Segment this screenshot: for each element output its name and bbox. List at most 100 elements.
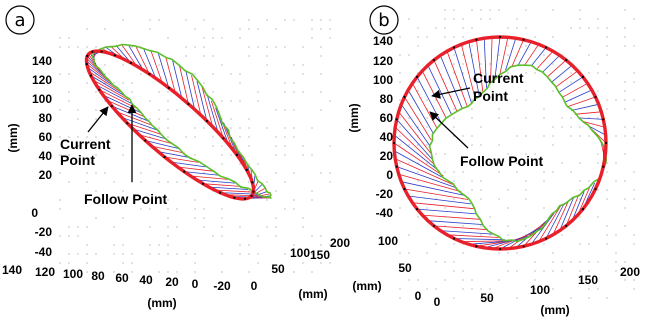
grid-dot [122,199,124,201]
panel-label: a [14,10,25,31]
grid-dot [167,253,169,255]
connection-line [407,89,434,135]
grid-dot [516,99,518,101]
grid-dot [426,99,428,101]
grid-dot [534,261,536,263]
grid-dot [480,144,482,146]
grid-dot [588,261,590,263]
grid-dot [435,27,437,29]
grid-dot [498,117,500,119]
grid-dot [561,117,563,119]
grid-dot [86,271,88,273]
connection-line [460,44,476,100]
grid-dot [194,100,196,102]
grid-dot [86,244,88,246]
grid-dot [59,262,61,264]
connection-line [422,214,480,220]
grid-dot [579,27,581,29]
connection-line [571,191,585,221]
grid-dot [525,27,527,29]
grid-dot [633,18,635,20]
grid-dot [426,207,428,209]
connection-line [145,140,179,149]
grid-dot [167,208,169,210]
grid-dot [104,172,106,174]
y-tick: 200 [330,236,350,250]
follow-point-path [428,64,608,243]
grid-dot [311,127,313,129]
grid-dot [275,235,277,237]
grid-dot [489,162,491,164]
grid-dot [212,55,214,57]
grid-dot [221,271,223,273]
grid-dot [149,244,151,246]
grid-dot [624,261,626,263]
grid-dot [86,181,88,183]
grid-dot [167,271,169,273]
grid-dot [498,54,500,56]
sample-marker [498,247,502,251]
grid-dot [579,135,581,137]
connection-line [138,134,173,145]
grid-dot [284,46,286,48]
grid-dot [498,162,500,164]
sample-marker [602,165,605,168]
connection-line [178,64,189,104]
grid-dot [498,198,500,200]
grid-dot [131,262,133,264]
grid-dot [480,297,482,299]
sample-marker [602,118,605,121]
grid-dot [453,270,455,272]
grid-dot [498,108,500,110]
grid-dot [176,226,178,228]
sample-marker [416,75,419,78]
grid-dot [203,19,205,21]
grid-dot [248,190,250,192]
annotation-follow-point: Follow Point [460,153,544,169]
grid-dot [597,216,599,218]
grid-dot [399,54,401,56]
y-tick: 0 [251,279,258,293]
connection-line [530,209,558,245]
grid-dot [588,270,590,272]
sample-marker [201,182,205,185]
grid-dot [624,180,626,182]
grid-dot [95,154,97,156]
grid-dot [167,199,169,201]
connection-line [433,225,489,231]
grid-dot [104,100,106,102]
grid-dot [311,271,313,273]
y-axis-label: (mm) [298,287,327,301]
grid-dot [158,253,160,255]
z-axis-label: (mm) [6,123,20,152]
sample-marker [432,224,435,227]
grid-dot [525,135,527,137]
grid-dot [633,135,635,137]
connection-line [433,59,458,112]
z-tick: 100 [32,92,52,106]
grid-dot [266,64,268,66]
grid-dot [311,199,313,201]
sample-marker [498,35,502,39]
grid-dot [167,100,169,102]
grid-dot [453,36,455,38]
x-tick: 40 [139,273,153,287]
grid-dot [480,90,482,92]
connection-line [206,93,219,133]
grid-dot [525,225,527,227]
grid-dot [624,108,626,110]
grid-dot [525,99,527,101]
panel-label: b [378,10,389,31]
connection-line [453,238,506,241]
z-tick: 120 [32,73,52,87]
grid-dot [185,19,187,21]
grid-dot [516,81,518,83]
grid-dot [624,90,626,92]
grid-dot [203,226,205,228]
grid-dot [417,216,419,218]
grid-dot [561,270,563,272]
connection-line [394,150,449,181]
connection-line [210,100,224,139]
grid-dot [320,73,322,75]
sample-marker [98,88,101,91]
